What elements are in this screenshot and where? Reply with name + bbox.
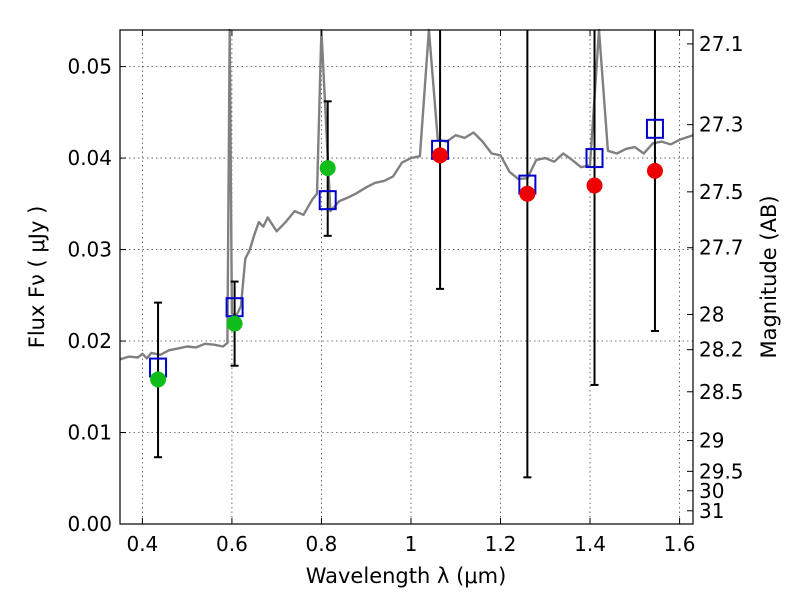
- x-tick-label: 0.8: [306, 532, 338, 556]
- mag-tick-label: 27.3: [699, 113, 744, 137]
- mag-tick-label: 27.1: [699, 32, 744, 56]
- model-flux-square: [645, 118, 664, 139]
- observed-point-green: [150, 371, 167, 388]
- x-axis-label: Wavelength λ (μm): [306, 564, 507, 588]
- mag-tick-label: 27.5: [699, 180, 744, 204]
- sed-model-curve: [119, 28, 694, 361]
- model-flux-square: [585, 148, 604, 169]
- sed-curve-layer: [119, 28, 694, 361]
- observed-point-red: [586, 177, 603, 194]
- x-tick-label: 1.6: [664, 532, 696, 556]
- x-tick-label: 1.2: [485, 532, 517, 556]
- observed-point-green: [226, 315, 243, 332]
- observed-point-green: [319, 160, 336, 177]
- y-tick-label: 0.04: [67, 146, 112, 170]
- x-tick-label: 1.4: [574, 532, 606, 556]
- model-flux-square: [318, 190, 337, 211]
- observed-point-red: [432, 147, 449, 164]
- mag-tick-label: 28.2: [699, 338, 744, 362]
- mag-tick-label: 27.7: [699, 236, 744, 260]
- mag-tick-label: 31: [699, 499, 724, 523]
- y-tick-label: 0.03: [67, 238, 112, 262]
- y-tick-label: 0.05: [67, 55, 112, 79]
- observed-point-red: [519, 185, 536, 202]
- marker-layer: [149, 118, 664, 388]
- mag-tick-label: 28.5: [699, 380, 744, 404]
- mag-tick-label: 29: [699, 429, 724, 453]
- x-tick-label: 0.6: [216, 532, 248, 556]
- mag-tick-label: 28: [699, 302, 724, 326]
- plot-frame: [119, 29, 694, 525]
- tick-layer: 0.4 0.6 0.8 1 1.2 1.4 1.6 0.00 0.01 0.02 0.03 0.04 0…: [67, 30, 744, 556]
- mag-tick-label: 30: [699, 479, 724, 503]
- x-tick-label: 1: [405, 532, 418, 556]
- y-tick-label: 0.01: [67, 421, 112, 445]
- y-tick-label: 0.00: [67, 512, 112, 536]
- x-tick-label: 0.4: [126, 532, 158, 556]
- observed-point-red: [646, 162, 663, 179]
- plot-background: [120, 30, 693, 524]
- y-axis-label: Flux Fν ( μJy ): [25, 206, 49, 349]
- y-tick-label: 0.02: [67, 329, 112, 353]
- mag-tick-label: 29.5: [699, 459, 744, 483]
- y-axis-right-label: Magnitude (AB): [757, 195, 781, 358]
